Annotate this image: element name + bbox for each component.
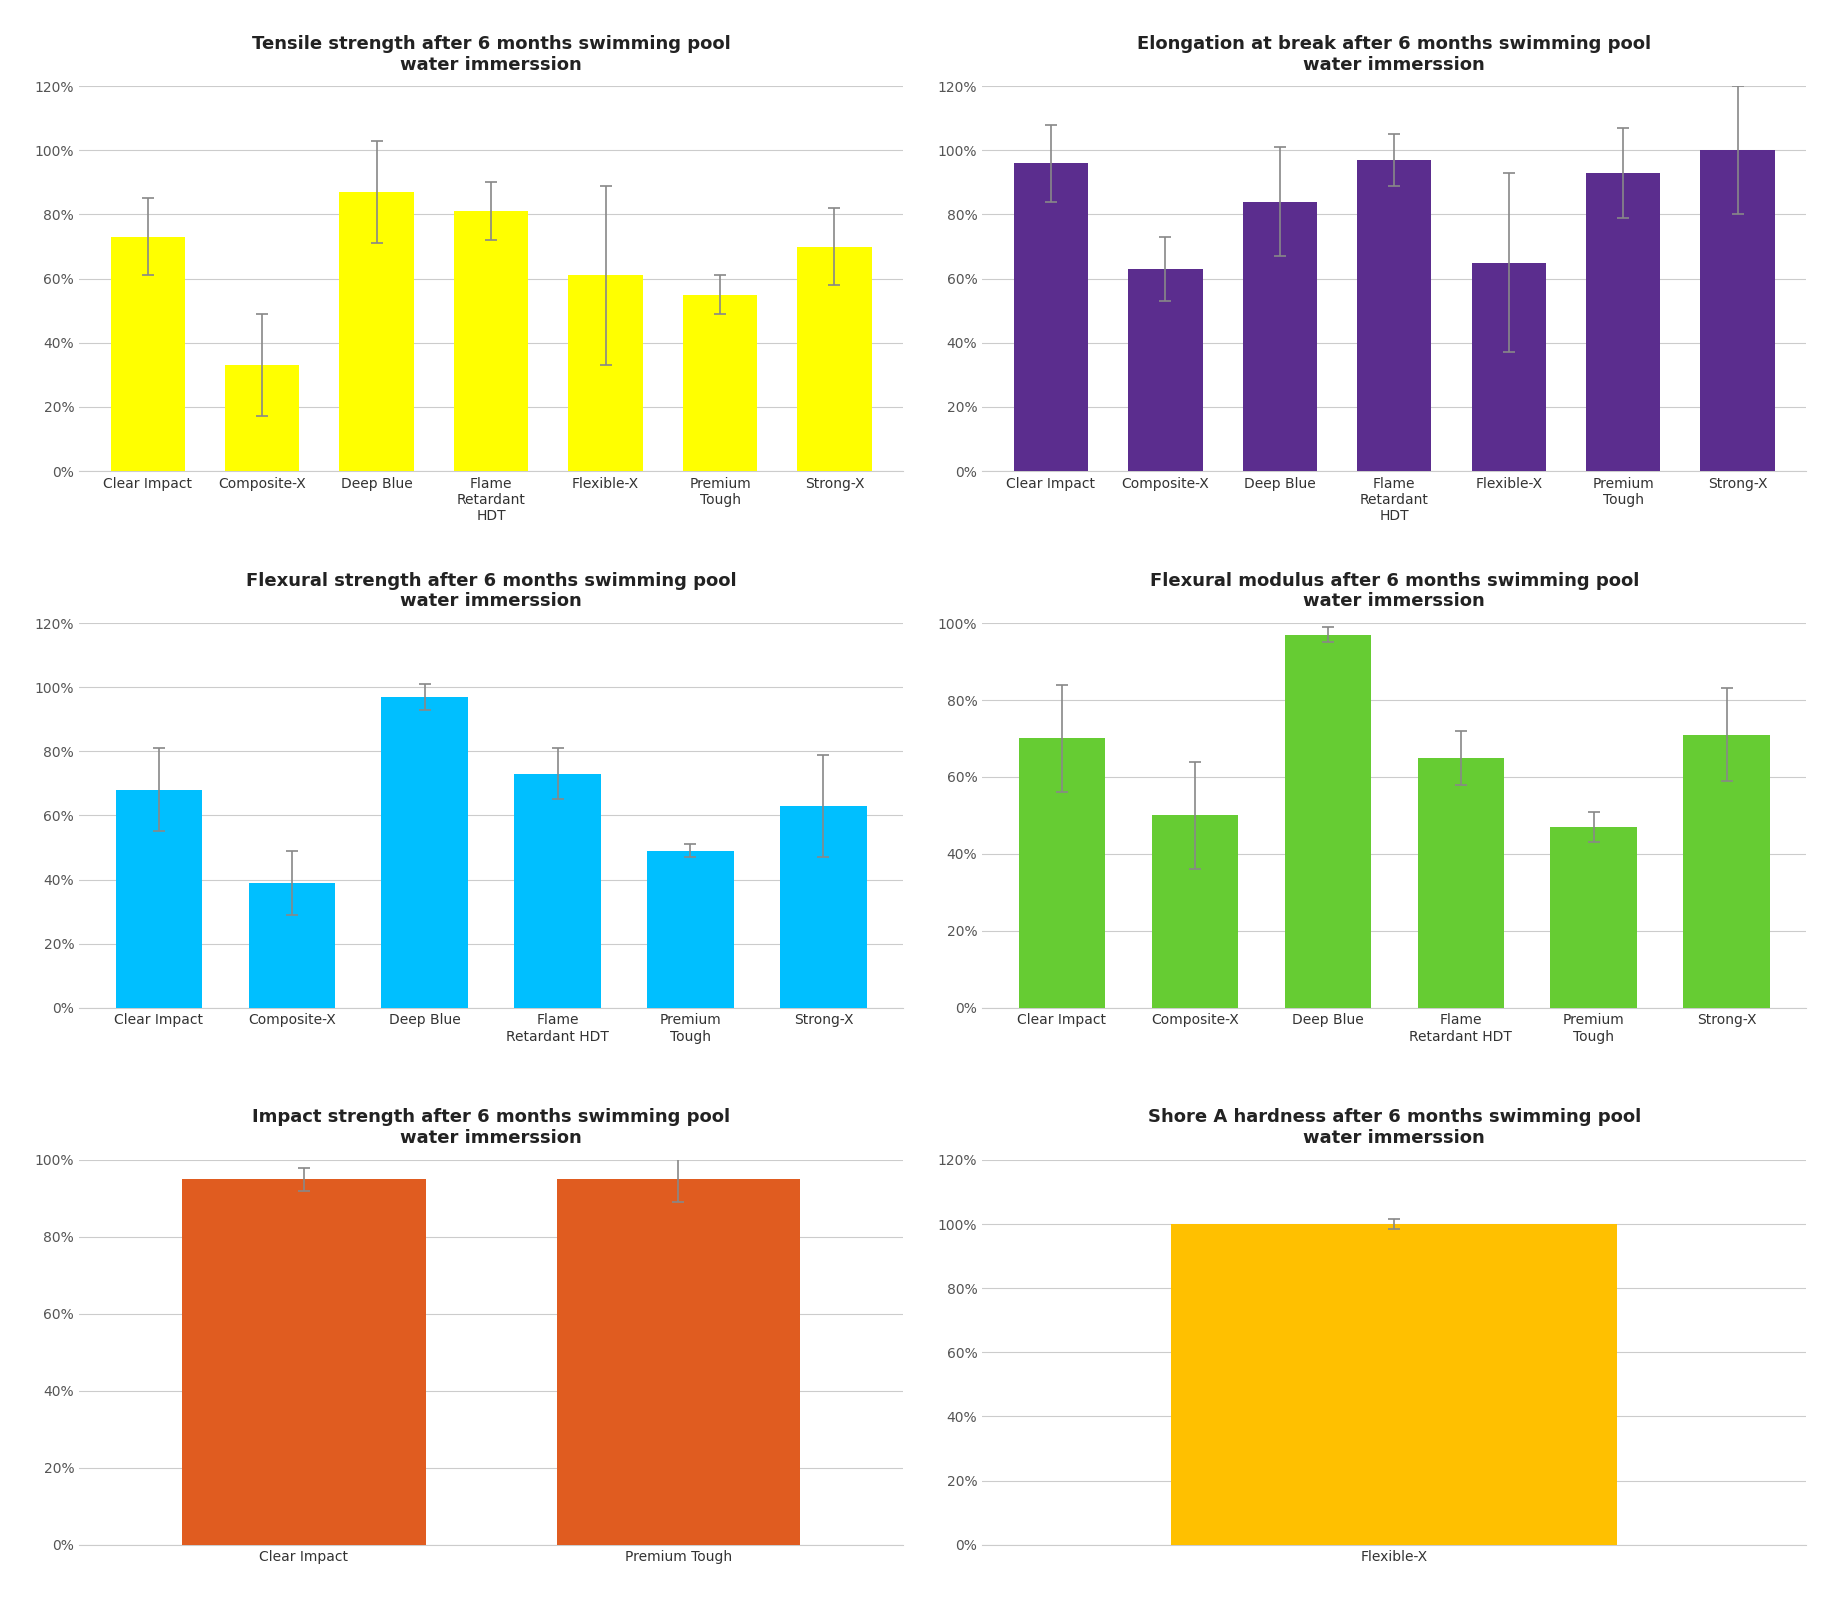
Bar <box>1701 150 1775 472</box>
Bar <box>1171 1225 1618 1545</box>
Bar <box>182 1178 425 1545</box>
Bar <box>1014 163 1088 472</box>
Bar <box>116 790 203 1007</box>
Bar <box>1018 739 1105 1007</box>
Bar <box>1285 635 1372 1007</box>
Title: Impact strength after 6 months swimming pool
water immerssion: Impact strength after 6 months swimming … <box>252 1108 731 1146</box>
Bar <box>1550 827 1637 1007</box>
Bar <box>648 851 735 1007</box>
Bar <box>1243 201 1316 472</box>
Bar <box>1471 262 1546 472</box>
Bar <box>797 246 871 472</box>
Title: Shore A hardness after 6 months swimming pool
water immerssion: Shore A hardness after 6 months swimming… <box>1147 1108 1640 1146</box>
Bar <box>1683 734 1769 1007</box>
Title: Flexural modulus after 6 months swimming pool
water immerssion: Flexural modulus after 6 months swimming… <box>1149 571 1638 611</box>
Bar <box>1129 269 1202 472</box>
Bar <box>1585 173 1661 472</box>
Bar <box>569 275 643 472</box>
Bar <box>455 211 528 472</box>
Bar <box>339 192 414 472</box>
Bar <box>781 806 867 1007</box>
Bar <box>1152 815 1239 1007</box>
Bar <box>381 697 468 1007</box>
Bar <box>249 883 335 1007</box>
Bar <box>683 294 757 472</box>
Bar <box>225 365 300 472</box>
Title: Tensile strength after 6 months swimming pool
water immerssion: Tensile strength after 6 months swimming… <box>252 35 731 74</box>
Bar <box>110 237 184 472</box>
Title: Flexural strength after 6 months swimming pool
water immerssion: Flexural strength after 6 months swimmin… <box>247 571 736 611</box>
Title: Elongation at break after 6 months swimming pool
water immerssion: Elongation at break after 6 months swimm… <box>1138 35 1651 74</box>
Bar <box>514 774 600 1007</box>
Bar <box>1357 160 1432 472</box>
Bar <box>556 1178 801 1545</box>
Bar <box>1418 758 1504 1007</box>
